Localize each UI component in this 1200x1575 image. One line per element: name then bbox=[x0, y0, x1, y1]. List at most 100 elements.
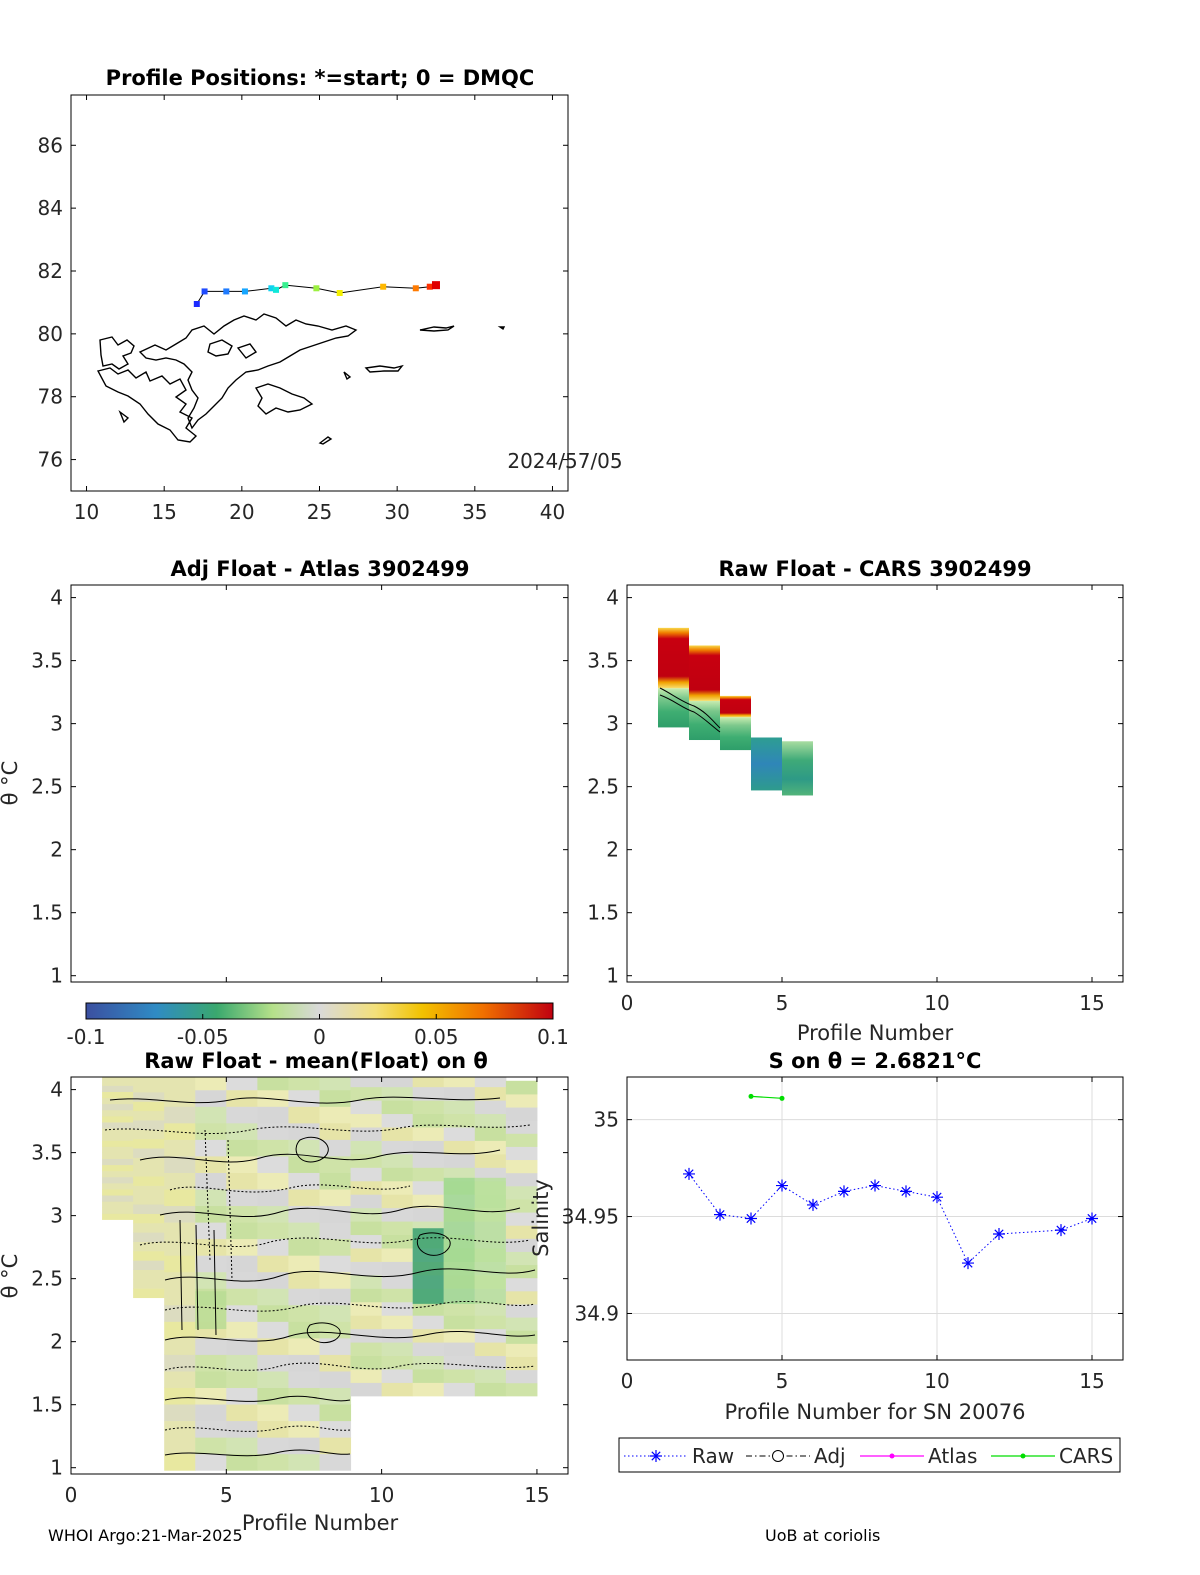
heatmap-cell bbox=[381, 1247, 414, 1262]
raw-point bbox=[993, 1228, 1005, 1241]
heatmap-cell bbox=[257, 1189, 289, 1207]
heatmap-cell bbox=[288, 1172, 320, 1190]
heatmap-cell bbox=[133, 1278, 165, 1289]
x-tick-label: 40 bbox=[540, 500, 565, 524]
heatmap-cell bbox=[319, 1155, 352, 1173]
heatmap-cell bbox=[164, 1321, 196, 1339]
profile-position-marker bbox=[201, 288, 208, 295]
heatmap-cell bbox=[195, 1420, 227, 1438]
raw-point bbox=[683, 1167, 695, 1180]
legend-atlas-marker bbox=[889, 1453, 895, 1459]
heatmap-cell bbox=[474, 1382, 507, 1397]
heatmap-cell bbox=[102, 1170, 134, 1178]
heatmap-cell bbox=[505, 1251, 538, 1266]
heatmap-cell bbox=[257, 1139, 289, 1157]
heatmap-cell bbox=[288, 1089, 320, 1107]
heatmap-cell bbox=[133, 1241, 165, 1252]
x-tick-label: 10 bbox=[369, 1483, 394, 1507]
heatmap-cell bbox=[195, 1172, 227, 1190]
heatmap-cell bbox=[102, 1128, 134, 1135]
heatmap-cell bbox=[133, 1091, 165, 1102]
raw-mean-ylabel: θ °C bbox=[0, 1254, 22, 1299]
raw-point bbox=[776, 1179, 788, 1192]
heatmap-cell bbox=[102, 1097, 134, 1105]
heatmap-cell bbox=[133, 1250, 165, 1261]
x-tick-label: 20 bbox=[229, 500, 254, 524]
heatmap-cell bbox=[381, 1261, 414, 1276]
raw-mean-title: Raw Float - mean(Float) on θ bbox=[144, 1049, 488, 1073]
x-tick-label: 15 bbox=[1079, 991, 1104, 1015]
raw-cars-xlabel: Profile Number bbox=[797, 1021, 954, 1045]
heatmap-cell bbox=[164, 1288, 196, 1306]
heatmap-cell bbox=[164, 1437, 196, 1455]
heatmap-cell bbox=[443, 1342, 476, 1357]
heatmap-cell bbox=[350, 1113, 383, 1128]
heatmap-cell bbox=[226, 1321, 258, 1339]
y-tick-label: 86 bbox=[38, 133, 63, 157]
heatmap-cell bbox=[288, 1337, 320, 1355]
salinity-panel: S on θ = 2.6821°C 0 5 10 15 34.9 34.95 35 Prof… bbox=[529, 1049, 1124, 1473]
y-tick-label: 34.95 bbox=[562, 1205, 619, 1229]
heatmap-cell bbox=[412, 1153, 445, 1168]
heatmap-cell bbox=[288, 1189, 320, 1207]
y-tick-label: 4 bbox=[50, 586, 63, 610]
heatmap-cell bbox=[505, 1107, 538, 1121]
heatmap-cell bbox=[474, 1140, 507, 1155]
heatmap-cell bbox=[319, 1205, 352, 1223]
heatmap-cell bbox=[257, 1304, 289, 1322]
heatmap-cell bbox=[505, 1159, 538, 1174]
heatmap-cell bbox=[443, 1167, 476, 1182]
heatmap-cell bbox=[381, 1221, 414, 1236]
heatmap-cell bbox=[226, 1453, 258, 1471]
heatmap-cell bbox=[381, 1288, 414, 1303]
y-tick-label: 80 bbox=[38, 322, 63, 346]
heatmap-cell bbox=[102, 1152, 134, 1160]
heatmap-cell bbox=[319, 1122, 352, 1140]
heatmap-cell bbox=[133, 1147, 165, 1158]
x-tick-label: 5 bbox=[776, 991, 789, 1015]
heatmap-cell bbox=[195, 1387, 227, 1405]
heatmap-cell bbox=[505, 1212, 538, 1226]
heatmap-cell bbox=[381, 1342, 414, 1357]
heatmap-cell bbox=[164, 1077, 196, 1091]
y-tick-label: 3 bbox=[50, 1204, 63, 1228]
heatmap-cell bbox=[381, 1100, 414, 1115]
profile-position-marker bbox=[336, 290, 343, 296]
x-tick-label: 5 bbox=[220, 1483, 233, 1507]
heatmap-cell bbox=[350, 1234, 383, 1249]
raw-point bbox=[838, 1185, 850, 1198]
y-tick-label: 1 bbox=[606, 964, 619, 988]
colorbar-tick-label: 0 bbox=[313, 1025, 326, 1049]
heatmap-cell bbox=[505, 1225, 538, 1239]
heatmap-cell bbox=[412, 1194, 445, 1209]
adj-atlas-ylabel: θ °C bbox=[0, 761, 22, 806]
heatmap-cell bbox=[381, 1382, 414, 1397]
raw-mean-contours bbox=[104, 1096, 536, 1457]
adj-atlas-axis-ticks: 1 1.5 2 2.5 3 3.5 4 bbox=[31, 585, 568, 988]
map-axis-ticks: 10 15 20 25 30 35 40 76 78 80 82 84 86 bbox=[38, 95, 568, 524]
heatmap-cell bbox=[381, 1167, 414, 1182]
heatmap-cell bbox=[226, 1255, 258, 1273]
heatmap-cell bbox=[381, 1328, 414, 1343]
profile-position-marker bbox=[431, 281, 440, 290]
heatmap-cell bbox=[412, 1315, 445, 1330]
heatmap-cell bbox=[195, 1189, 227, 1207]
heatmap-cell bbox=[226, 1304, 258, 1322]
heatmap-cell bbox=[319, 1255, 352, 1273]
salinity-legend: Raw Adj Atlas CARS bbox=[618, 1437, 1121, 1473]
heatmap-cell bbox=[412, 1355, 445, 1370]
raw-mean-axis-ticks: 0 5 10 15 1 1.5 2 2.5 3 3.5 4 bbox=[31, 1077, 568, 1507]
heatmap-cell bbox=[164, 1106, 196, 1124]
heatmap-cell bbox=[257, 1354, 289, 1372]
heatmap-cell bbox=[505, 1093, 538, 1108]
heatmap-cell bbox=[319, 1288, 352, 1306]
legend-label: Adj bbox=[814, 1444, 846, 1468]
heatmap-cell bbox=[133, 1288, 165, 1299]
heatmap-cell bbox=[164, 1337, 196, 1355]
heatmap-cell bbox=[350, 1207, 383, 1222]
heatmap-cell bbox=[350, 1355, 383, 1370]
coastline bbox=[96, 313, 506, 445]
heatmap-cell bbox=[381, 1207, 414, 1222]
heatmap-cell bbox=[164, 1172, 196, 1190]
heatmap-cell bbox=[195, 1106, 227, 1124]
